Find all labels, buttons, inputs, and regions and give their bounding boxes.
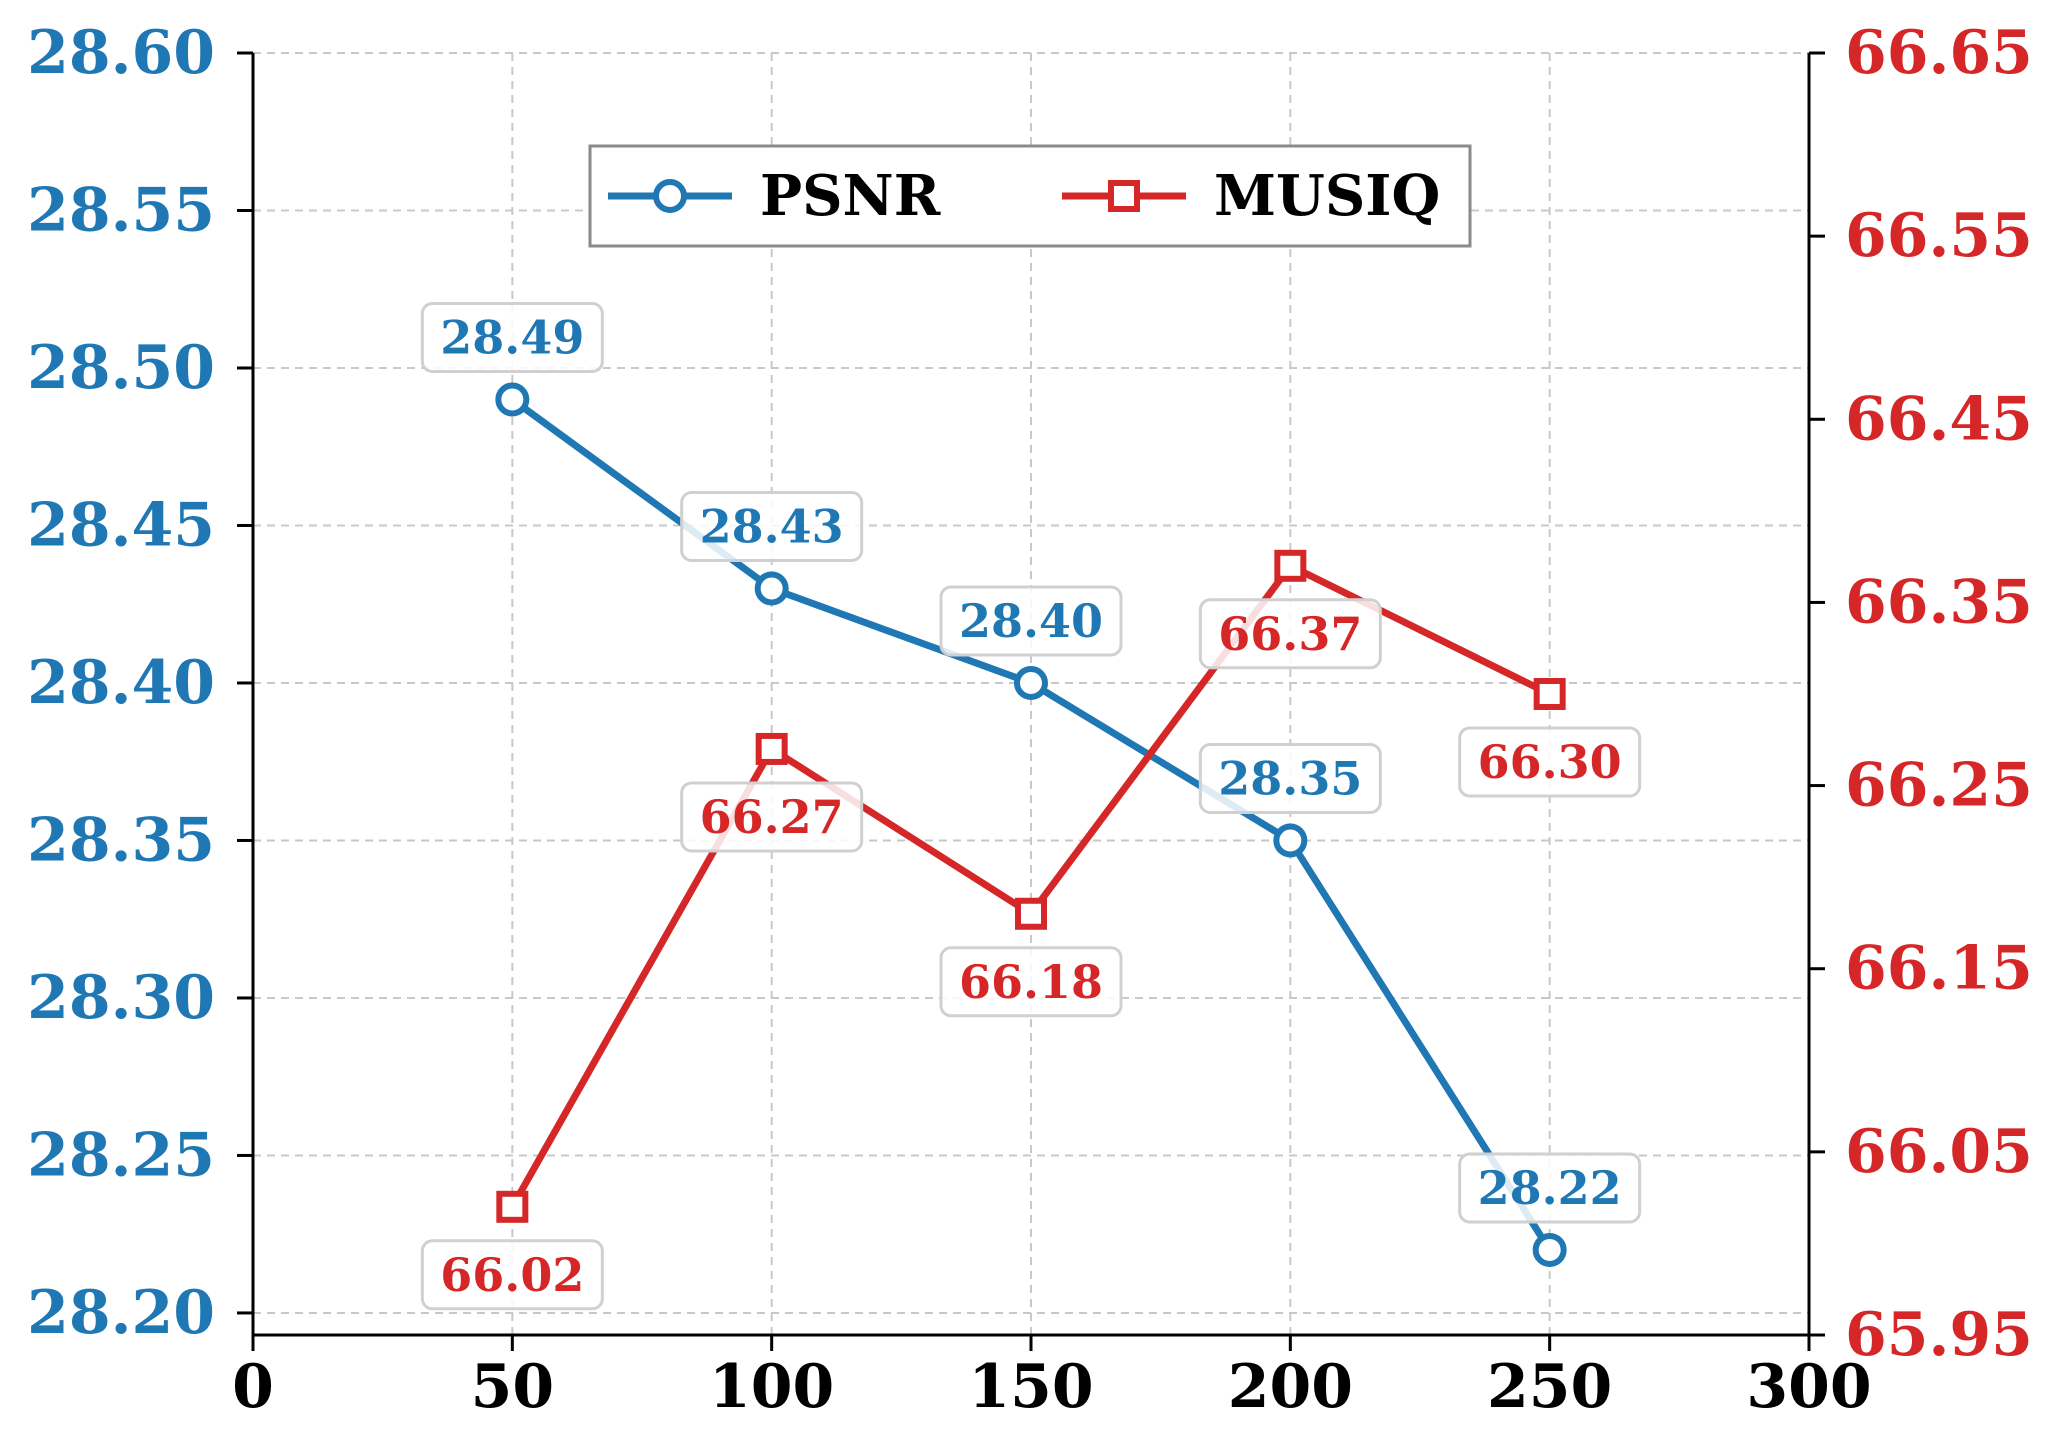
series-markers [495,382,1567,1267]
legend-marker [1108,180,1140,212]
y-tick-label: 28.50 [27,333,215,403]
x-tick-label: 50 [471,1352,555,1422]
y2-tick-label: 66.35 [1845,567,2033,637]
data-label-psnr: 28.43 [680,490,864,562]
point-psnr [1532,1232,1567,1267]
data-label-text: 28.49 [440,310,584,364]
data-label-text: 66.18 [959,955,1103,1009]
data-label-text: 66.02 [440,1248,584,1302]
point-musiq [1274,549,1307,582]
legend: PSNR MUSIQ [588,144,1472,248]
data-label-box [1198,742,1382,814]
data-label-text: 28.43 [700,499,844,553]
y2-tick-label: 65.95 [1845,1300,2033,1370]
data-label-text: 66.30 [1478,735,1622,789]
x-tick-label: 250 [1487,1352,1612,1422]
data-labels: 28.49 28.43 28.40 28.35 28.22 66.02 66.27 66.18… [420,301,1642,1311]
data-label-box [1458,1152,1642,1224]
legend-label: PSNR [760,163,941,229]
data-label-psnr: 28.35 [1198,742,1382,814]
x-tick-label: 150 [968,1352,1093,1422]
data-label-box [939,946,1123,1018]
data-label-box [1458,726,1642,798]
point-musiq [1533,678,1566,710]
data-label-box [1198,598,1382,670]
x-tick-label: 0 [232,1352,274,1422]
y-tick-label: 28.20 [27,1278,215,1348]
y2-tick-label: 66.25 [1845,751,2033,821]
point-psnr [495,382,530,417]
data-label-musiq: 66.02 [420,1239,604,1311]
y-tick-label: 28.60 [27,18,215,88]
y-tick-label: 28.35 [27,805,215,875]
data-label-psnr: 28.40 [939,585,1123,657]
point-psnr [1014,665,1048,700]
data-label-box [420,1239,604,1311]
data-label-text: 28.22 [1478,1161,1622,1215]
y2-tick-label: 66.55 [1845,201,2033,271]
legend-entry-psnr: PSNR [608,163,941,229]
data-label-box [420,301,604,373]
data-label-musiq: 66.27 [680,781,864,853]
x-tick-label: 100 [709,1352,834,1422]
y-tick-label: 28.40 [27,648,215,718]
axes: 0 50 100 150 200 250 30028.2028.2528.3028.3528… [27,18,2033,1422]
legend-marker [653,179,687,213]
y-tick-label: 28.30 [27,963,215,1033]
data-label-text: 66.27 [700,790,844,844]
y-tick-label: 28.45 [27,490,215,560]
data-label-text: 28.40 [959,594,1103,648]
data-label-psnr: 28.49 [420,301,604,373]
legend-box [588,144,1472,248]
y2-tick-label: 66.65 [1845,18,2033,88]
y2-tick-label: 66.45 [1845,384,2033,454]
point-psnr [754,571,789,606]
legend-label: MUSIQ [1214,163,1440,229]
y2-tick-label: 66.05 [1845,1117,2033,1187]
data-label-text: 28.35 [1218,751,1362,805]
y-tick-label: 28.25 [27,1120,215,1190]
point-musiq [755,732,788,765]
x-tick-label: 200 [1228,1352,1353,1422]
data-label-box [939,585,1123,657]
point-musiq [1015,897,1047,930]
data-label-musiq: 66.37 [1198,598,1382,670]
y2-tick-label: 66.15 [1845,934,2033,1004]
x-tick-label: 300 [1746,1352,1871,1422]
data-label-box [680,490,864,562]
y-tick-label: 28.55 [27,175,215,245]
data-label-musiq: 66.30 [1458,726,1642,798]
data-label-musiq: 66.18 [939,946,1123,1018]
data-label-text: 66.37 [1218,607,1362,661]
point-musiq [496,1190,529,1223]
legend-entry-musiq: MUSIQ [1062,163,1440,229]
data-label-psnr: 28.22 [1458,1152,1642,1224]
point-psnr [1273,823,1308,858]
data-label-box [680,781,864,853]
